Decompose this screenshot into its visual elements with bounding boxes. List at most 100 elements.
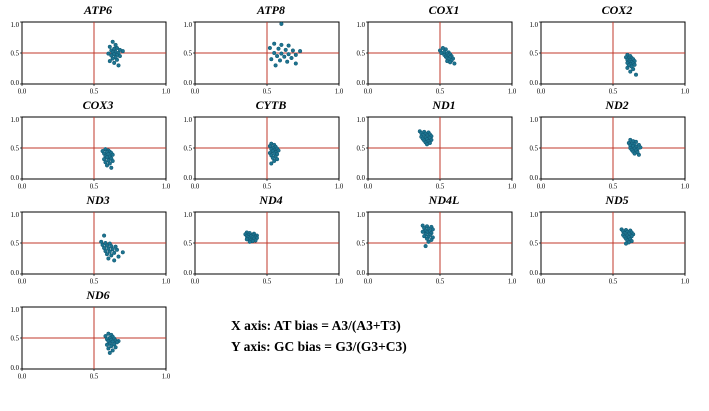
y-tick-label: 1.0 bbox=[11, 212, 20, 219]
data-point bbox=[286, 43, 291, 48]
x-tick-label: 0.5 bbox=[90, 279, 99, 286]
x-tick-label: 1.0 bbox=[335, 89, 344, 96]
gene-title: ND4L bbox=[428, 193, 460, 207]
x-tick-label: 0.5 bbox=[436, 279, 445, 286]
y-tick-label: 1.0 bbox=[11, 22, 20, 29]
data-point bbox=[112, 60, 117, 65]
y-tick-label: 0.5 bbox=[11, 145, 20, 152]
data-point bbox=[110, 158, 115, 164]
gene-title: ND3 bbox=[86, 193, 110, 207]
y-tick-label: 0.0 bbox=[357, 175, 366, 182]
data-point bbox=[286, 52, 291, 57]
data-points bbox=[267, 21, 303, 68]
x-tick-label: 0.5 bbox=[90, 184, 99, 191]
axis-legend-x: X axis: AT bias = A3/(A3+T3) bbox=[231, 317, 401, 333]
data-point bbox=[452, 61, 457, 66]
scatter-plot: 0.0 0.0 0.5 0.5 1.0 1.0 bbox=[530, 116, 690, 191]
gene-title: COX3 bbox=[82, 98, 114, 112]
y-tick-label: 0.5 bbox=[11, 240, 20, 247]
x-tick-label: 0.0 bbox=[364, 279, 373, 286]
y-tick-label: 0.5 bbox=[530, 240, 539, 247]
data-point bbox=[279, 21, 284, 26]
y-tick-label: 1.0 bbox=[184, 117, 193, 124]
data-point bbox=[272, 41, 277, 46]
data-points bbox=[417, 129, 434, 147]
data-point bbox=[112, 258, 117, 263]
y-tick-label: 0.5 bbox=[184, 240, 193, 247]
data-point bbox=[104, 252, 110, 257]
data-points bbox=[106, 39, 125, 68]
axis-legend: X axis: AT bias = A3/(A3+T3) Y axis: GC … bbox=[179, 289, 525, 383]
scatter-plot: 0.0 0.0 0.5 0.5 1.0 1.0 bbox=[357, 21, 517, 96]
scatter-plot: 0.0 0.0 0.5 0.5 1.0 1.0 bbox=[11, 21, 171, 96]
x-tick-label: 1.0 bbox=[162, 374, 171, 381]
y-tick-label: 0.5 bbox=[357, 50, 366, 57]
x-tick-label: 0.0 bbox=[364, 184, 373, 191]
data-point bbox=[107, 249, 112, 254]
data-point bbox=[279, 51, 284, 56]
data-point bbox=[114, 340, 120, 345]
x-tick-label: 1.0 bbox=[162, 279, 171, 286]
data-point bbox=[110, 348, 115, 353]
x-tick-label: 0.0 bbox=[191, 89, 200, 96]
x-tick-label: 0.0 bbox=[18, 184, 27, 191]
x-tick-label: 0.5 bbox=[436, 89, 445, 96]
y-tick-label: 0.5 bbox=[357, 240, 366, 247]
data-point bbox=[423, 244, 428, 249]
gene-title: ND5 bbox=[605, 193, 629, 207]
scatter-plot: 0.0 0.0 0.5 0.5 1.0 1.0 bbox=[184, 116, 344, 191]
chart-panel-nd4l: ND4L 0.0 0.0 0.5 0.5 1.0 1.0 bbox=[352, 194, 522, 288]
data-point bbox=[106, 346, 111, 351]
data-point bbox=[276, 148, 281, 153]
x-tick-label: 1.0 bbox=[681, 184, 690, 191]
x-tick-label: 0.0 bbox=[18, 89, 27, 96]
data-point bbox=[107, 59, 112, 64]
x-tick-label: 0.0 bbox=[537, 89, 546, 96]
y-tick-label: 1.0 bbox=[357, 212, 366, 219]
y-tick-label: 0.5 bbox=[357, 145, 366, 152]
data-point bbox=[109, 253, 114, 258]
data-point bbox=[109, 165, 114, 170]
data-points bbox=[623, 52, 639, 77]
y-tick-label: 1.0 bbox=[530, 117, 539, 124]
y-tick-label: 1.0 bbox=[530, 22, 539, 29]
data-point bbox=[282, 54, 287, 59]
y-tick-label: 1.0 bbox=[530, 212, 539, 219]
chart-panel-nd1: ND1 0.0 0.0 0.5 0.5 1.0 1.0 bbox=[352, 99, 522, 193]
data-point bbox=[275, 157, 280, 162]
y-tick-label: 0.5 bbox=[11, 335, 20, 342]
data-point bbox=[247, 239, 252, 244]
data-points bbox=[437, 45, 457, 66]
y-tick-label: 0.0 bbox=[184, 80, 193, 87]
scatter-plot: 0.0 0.0 0.5 0.5 1.0 1.0 bbox=[11, 116, 171, 191]
data-point bbox=[107, 44, 112, 49]
x-tick-label: 0.5 bbox=[609, 279, 618, 286]
data-point bbox=[272, 158, 277, 164]
data-point bbox=[269, 57, 274, 62]
y-tick-label: 0.0 bbox=[11, 175, 20, 182]
data-point bbox=[114, 247, 120, 252]
x-tick-label: 0.5 bbox=[436, 184, 445, 191]
x-tick-label: 1.0 bbox=[335, 184, 344, 191]
data-point bbox=[628, 69, 633, 74]
data-point bbox=[424, 142, 430, 147]
y-tick-label: 1.0 bbox=[184, 212, 193, 219]
x-tick-label: 0.5 bbox=[609, 184, 618, 191]
data-point bbox=[267, 45, 272, 51]
y-tick-label: 1.0 bbox=[357, 117, 366, 124]
data-point bbox=[110, 56, 115, 61]
y-tick-label: 0.0 bbox=[530, 270, 539, 277]
chart-panel-cytb: CYTB 0.0 0.0 0.5 0.5 1.0 1.0 bbox=[179, 99, 349, 193]
x-tick-label: 0.0 bbox=[18, 374, 27, 381]
gene-title: ND2 bbox=[605, 98, 629, 112]
y-tick-label: 0.5 bbox=[11, 50, 20, 57]
data-point bbox=[104, 163, 110, 168]
data-point bbox=[116, 254, 121, 259]
scatter-plot: 0.0 0.0 0.5 0.5 1.0 1.0 bbox=[530, 21, 690, 96]
x-tick-label: 1.0 bbox=[162, 184, 171, 191]
y-tick-label: 0.0 bbox=[11, 270, 20, 277]
x-tick-label: 0.0 bbox=[18, 279, 27, 286]
chart-panel-atp6: ATP6 0.0 0.0 0.5 0.5 1.0 1.0 bbox=[6, 4, 176, 98]
y-tick-label: 0.0 bbox=[530, 175, 539, 182]
data-point bbox=[420, 229, 425, 234]
